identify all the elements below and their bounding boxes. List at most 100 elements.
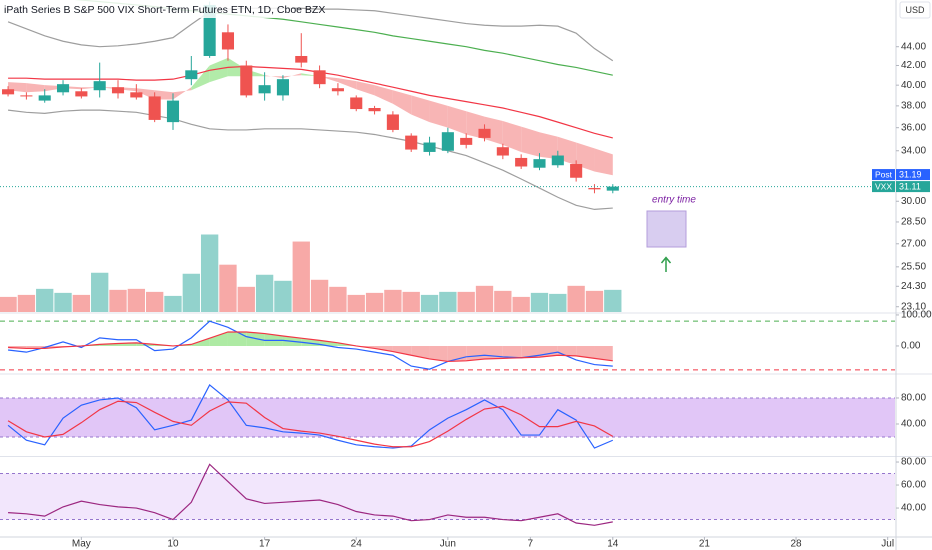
candle-body bbox=[166, 100, 180, 123]
y-tick-label: 34.00 bbox=[901, 145, 926, 156]
cloud-segment bbox=[447, 105, 467, 135]
candle-body bbox=[386, 114, 399, 130]
candle-body bbox=[295, 55, 308, 63]
candle-body bbox=[423, 142, 436, 152]
y-tick-label: 100.00 bbox=[901, 310, 932, 321]
x-tick-label: 17 bbox=[259, 539, 271, 550]
candle-body bbox=[221, 32, 235, 50]
indicator-line bbox=[7, 7, 614, 62]
cloud-segment bbox=[429, 100, 448, 128]
y-tick-label: 0.00 bbox=[901, 341, 921, 352]
y-tick-label: 40.00 bbox=[901, 503, 926, 514]
area-segment bbox=[374, 345, 393, 352]
volume-bar bbox=[36, 288, 54, 312]
annotation-text: entry time bbox=[652, 195, 696, 206]
candle-body bbox=[185, 70, 198, 80]
cloud-segment bbox=[337, 78, 357, 90]
candle-body bbox=[75, 91, 88, 97]
volume-bar bbox=[347, 294, 365, 312]
cloud-segment bbox=[356, 81, 375, 96]
candle-body bbox=[38, 95, 51, 101]
y-tick-label: 40.00 bbox=[901, 80, 926, 91]
area-segment bbox=[576, 345, 595, 359]
cloud-segment bbox=[594, 148, 613, 176]
cloud-segment bbox=[264, 75, 283, 79]
volume-bar bbox=[494, 290, 512, 312]
y-tick-label: 36.00 bbox=[901, 122, 926, 133]
y-tick-label: 80.00 bbox=[901, 457, 926, 468]
candle-body bbox=[130, 92, 143, 98]
y-tick-label: 24.30 bbox=[901, 281, 926, 292]
band bbox=[0, 473, 895, 520]
x-tick-label: 28 bbox=[790, 539, 802, 550]
x-tick-label: 14 bbox=[607, 539, 619, 550]
volume-bar bbox=[439, 291, 457, 312]
indicator-line bbox=[7, 400, 614, 448]
cloud-segment bbox=[539, 132, 558, 160]
price-tag-name-box bbox=[872, 181, 895, 193]
volume-bar bbox=[219, 264, 237, 312]
area-segment bbox=[502, 345, 522, 359]
price-tag-box bbox=[896, 169, 930, 181]
candle-body bbox=[551, 155, 564, 166]
candle-body bbox=[588, 188, 601, 190]
volume-bar bbox=[310, 279, 329, 312]
plot-layers bbox=[0, 0, 895, 526]
volume-bar bbox=[146, 291, 164, 312]
volume-bar bbox=[182, 273, 200, 312]
cloud-segment bbox=[392, 90, 412, 115]
volume-bar bbox=[420, 294, 439, 312]
volume-bar bbox=[604, 289, 622, 312]
area-segment bbox=[319, 340, 338, 346]
pane bbox=[0, 463, 895, 526]
x-tick-label: Jul bbox=[881, 539, 894, 550]
y-tick-label: 38.00 bbox=[901, 101, 926, 112]
candle-body bbox=[570, 164, 583, 178]
candle-body bbox=[496, 147, 509, 156]
candle-body bbox=[606, 186, 619, 191]
candle-body bbox=[313, 70, 326, 85]
volume-bar bbox=[329, 286, 347, 312]
volume-bar bbox=[384, 289, 402, 312]
indicator-line bbox=[8, 65, 613, 139]
cloud-segment bbox=[81, 87, 100, 90]
candle-body bbox=[405, 135, 418, 150]
volume-bar bbox=[365, 292, 384, 312]
cloud-segment bbox=[411, 95, 430, 123]
volume-bar bbox=[164, 295, 182, 312]
price-tag-value: 31.11 bbox=[899, 181, 921, 191]
volume-bar bbox=[585, 290, 604, 312]
area-segment bbox=[209, 331, 228, 346]
x-tick-label: 7 bbox=[528, 539, 534, 550]
volume-bar bbox=[549, 293, 567, 312]
candle-body bbox=[331, 88, 344, 92]
y-tick-label: 40.00 bbox=[901, 419, 926, 430]
pane bbox=[0, 0, 622, 312]
volume-bar bbox=[200, 234, 219, 312]
candle-body bbox=[441, 132, 454, 151]
indicator-line bbox=[7, 384, 614, 449]
chart-title: iPath Series B S&P 500 VIX Short-Term Fu… bbox=[4, 4, 325, 16]
price-tag-name: Post bbox=[875, 169, 893, 179]
y-tick-label: 30.00 bbox=[901, 196, 926, 207]
y-tick-label: 25.50 bbox=[901, 261, 926, 272]
volume-bar bbox=[530, 292, 549, 312]
volume-bar bbox=[567, 285, 585, 312]
area-segment bbox=[429, 345, 448, 362]
y-tick-label: 60.00 bbox=[901, 480, 926, 491]
volume-bar bbox=[17, 294, 36, 312]
volume-bar bbox=[475, 285, 494, 312]
volume-bar bbox=[127, 288, 146, 312]
annotation-box bbox=[646, 210, 687, 248]
pane bbox=[0, 384, 895, 449]
candle-body bbox=[368, 107, 381, 112]
candle-body bbox=[240, 65, 253, 96]
x-tick-label: Jun bbox=[440, 539, 456, 550]
volume-bar bbox=[109, 289, 127, 312]
candle-body bbox=[111, 87, 125, 94]
x-tick-label: 21 bbox=[699, 539, 711, 550]
volume-bar bbox=[237, 286, 255, 312]
price-tag-name-box bbox=[872, 169, 895, 181]
